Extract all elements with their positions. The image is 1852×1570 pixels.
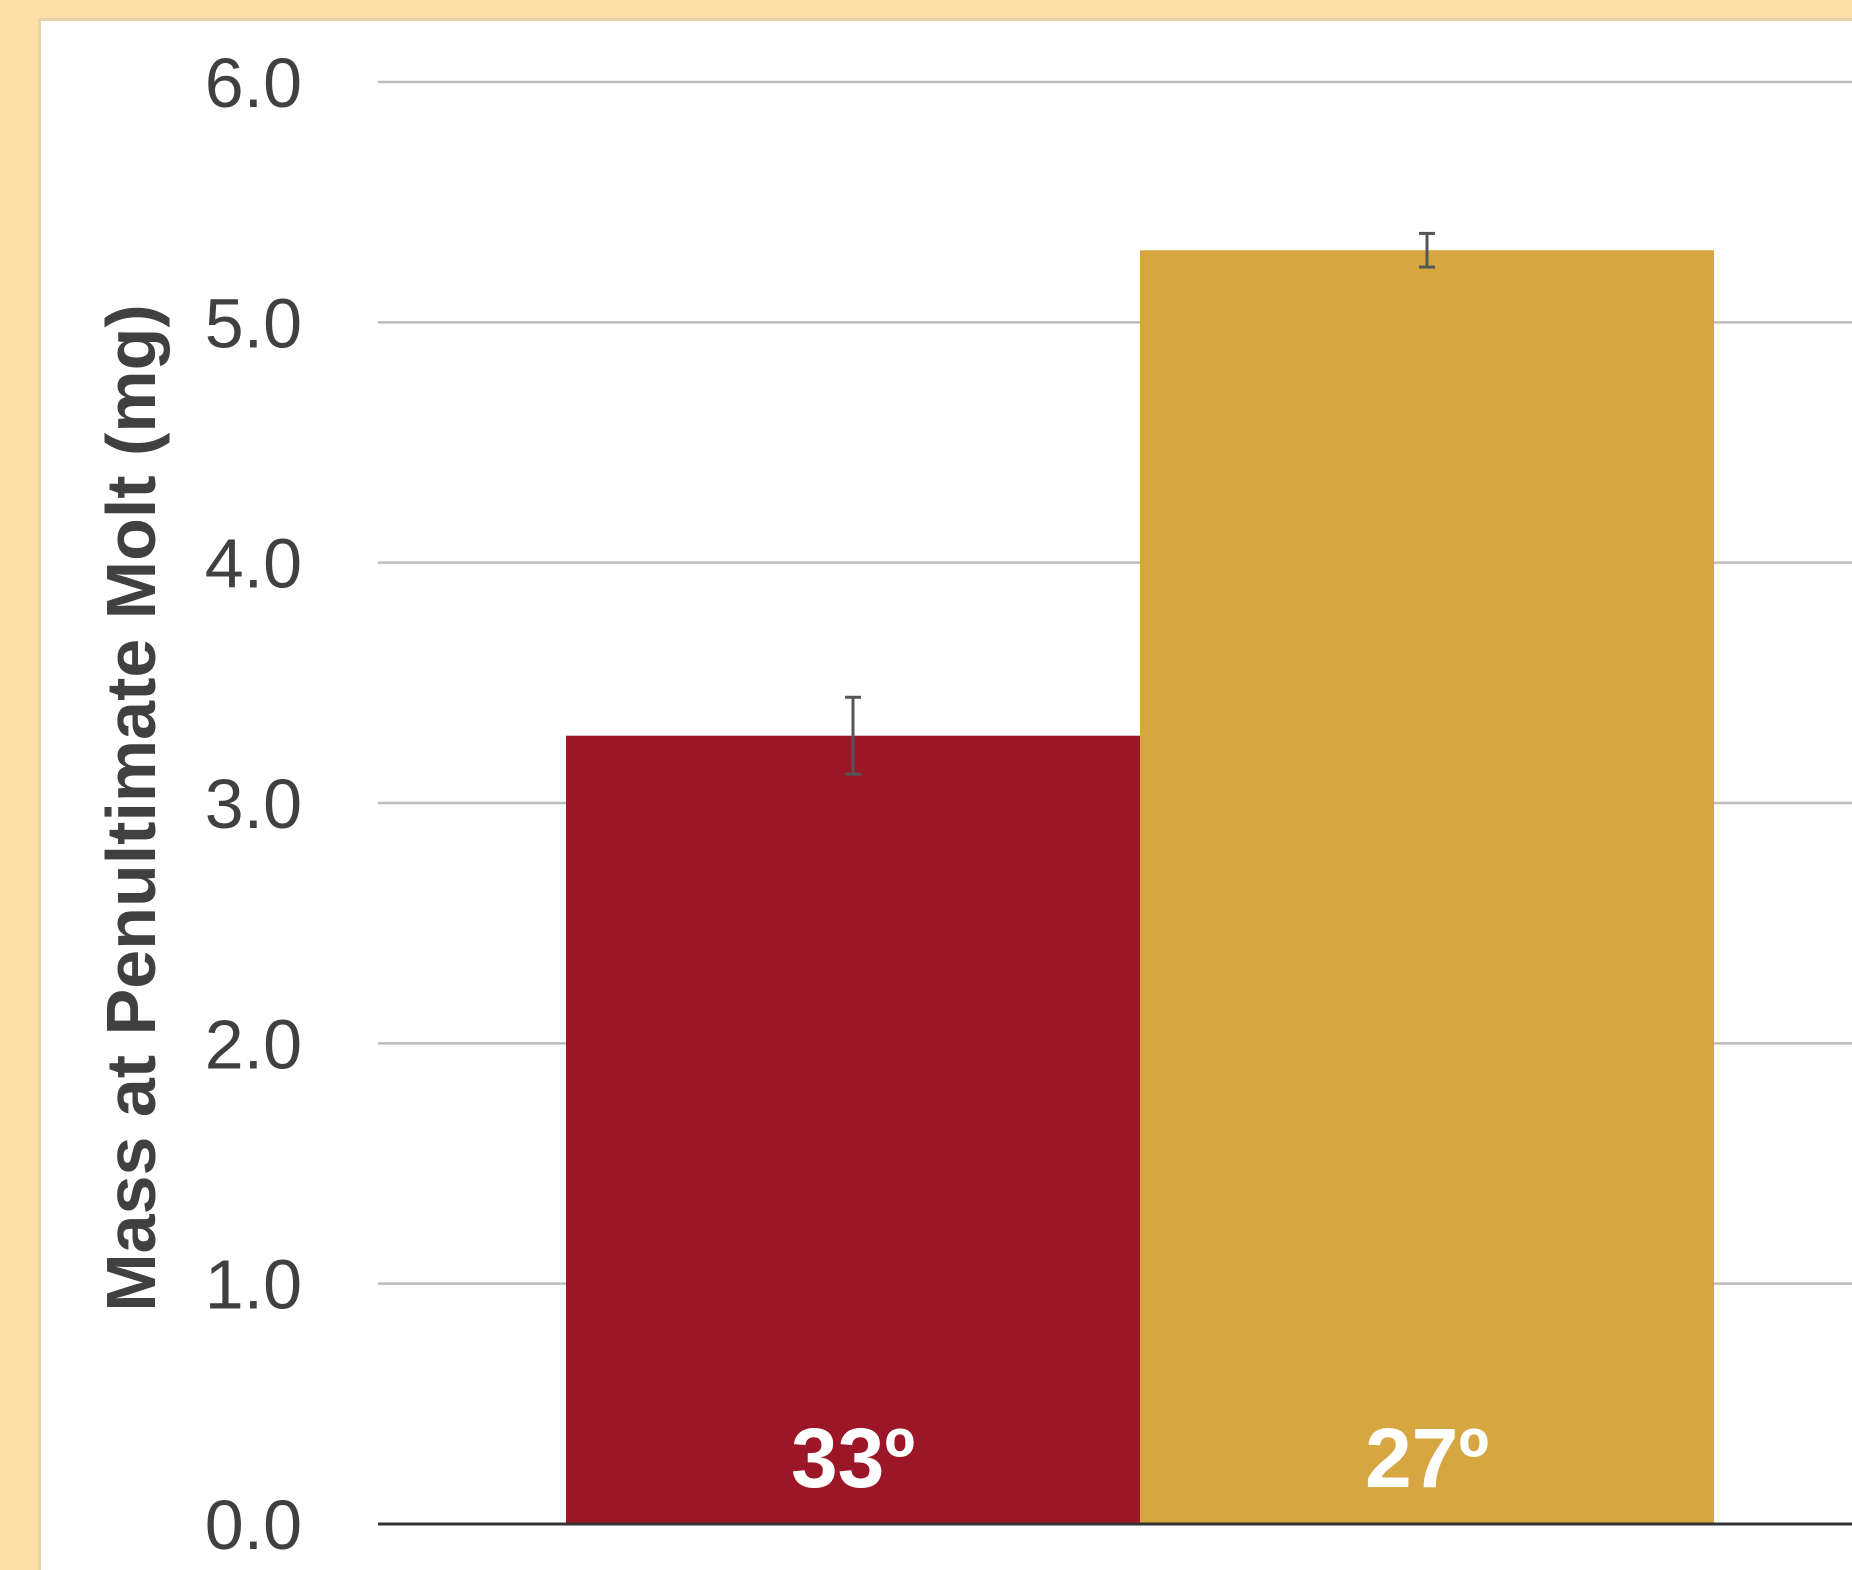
- y-tick-label: 6.0: [205, 44, 302, 122]
- y-axis-label: Mass at Penultimate Molt (mg): [92, 304, 170, 1311]
- bars: [566, 250, 1714, 1524]
- y-tick-label: 5.0: [205, 284, 302, 362]
- y-tick-label: 3.0: [205, 765, 302, 843]
- bar-label-1: 33º: [791, 1411, 915, 1505]
- y-tick-label: 4.0: [205, 525, 302, 603]
- bar-2: [1140, 250, 1714, 1524]
- bar-labels: 33º 27º: [791, 1411, 1489, 1505]
- y-tick-label: 2.0: [205, 1005, 302, 1083]
- error-bars: [845, 231, 1435, 776]
- y-tick-label: 1.0: [205, 1246, 302, 1324]
- y-tick-label: 0.0: [205, 1486, 302, 1564]
- bar-label-2: 27º: [1365, 1411, 1489, 1505]
- bar-1: [566, 735, 1140, 1524]
- y-axis-ticks: 0.0 1.0 2.0 3.0 4.0 5.0 6.0: [205, 44, 302, 1564]
